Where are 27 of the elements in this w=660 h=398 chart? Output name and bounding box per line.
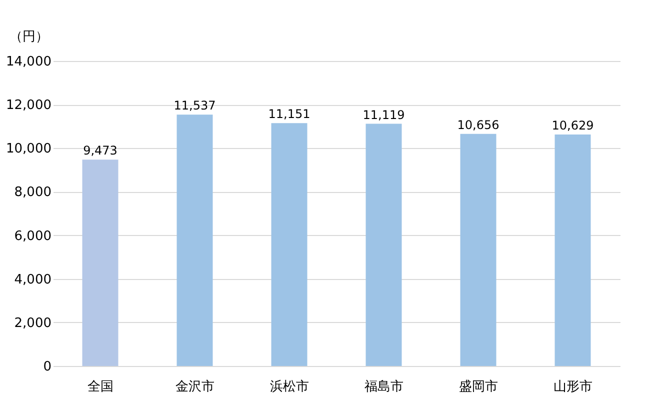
bar [366,124,402,366]
y-tick-label: 10,000 [6,142,52,157]
x-tick-label: 山形市 [553,380,592,394]
x-tick-label: 全国 [87,380,114,394]
x-tick-label: 盛岡市 [458,380,498,394]
data-label: 11,151 [268,107,310,122]
bar [460,134,496,366]
x-tick-label: 金沢市 [175,380,214,394]
x-tick-label: 福島市 [364,380,404,394]
data-label: 11,537 [174,98,216,113]
y-tick-label: 6,000 [14,228,52,244]
y-tick-label: 4,000 [14,272,52,288]
y-tick-label: 8,000 [14,185,52,200]
data-label: 9,473 [83,144,118,158]
y-tick-label: 2,000 [14,316,52,331]
bar [554,134,591,366]
bar [176,114,213,366]
y-tick-label: 12,000 [6,98,52,114]
y-axis-title: （円） [10,30,48,44]
data-label: 10,656 [457,118,500,132]
y-tick-label: 0 [43,360,52,374]
bar [82,160,118,366]
data-label: 10,629 [552,118,594,132]
bar [271,123,308,366]
data-label: 11,119 [362,108,405,122]
x-tick-label: 浜松市 [270,380,309,394]
y-tick-label: 14,000 [6,54,52,70]
